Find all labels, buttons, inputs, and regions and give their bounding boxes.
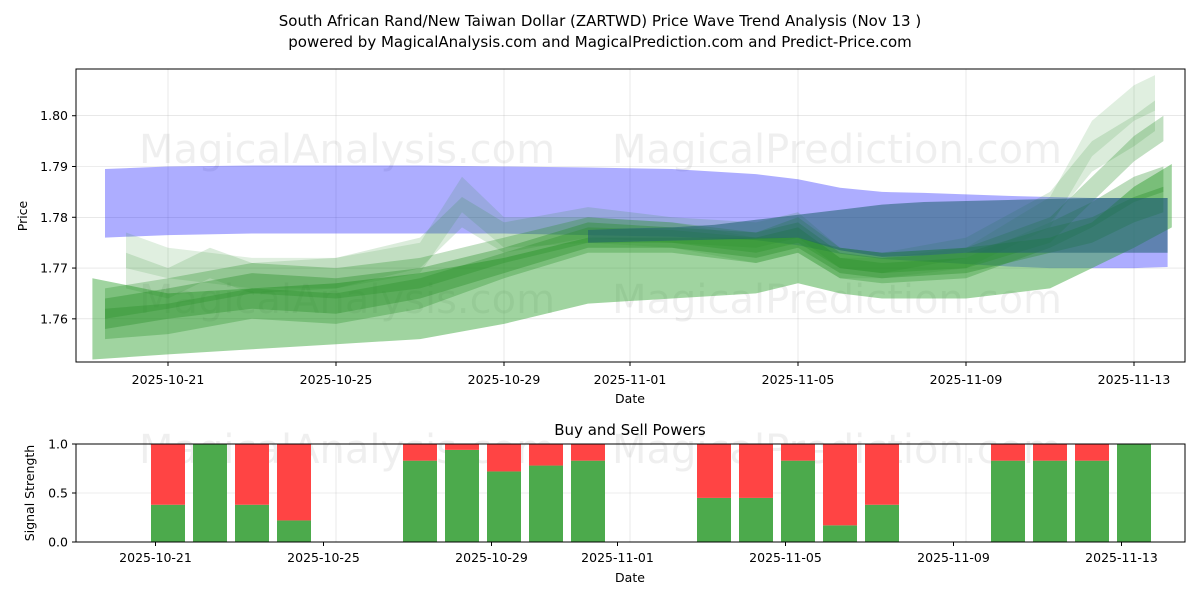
buy-bar	[403, 460, 437, 542]
x-tick-label: 2025-10-29	[468, 372, 541, 387]
sell-bar	[235, 444, 269, 505]
watermark-text: MagicalAnalysis.com	[139, 127, 555, 173]
x-tick-label: 2025-10-21	[119, 550, 192, 565]
sell-bar	[529, 444, 563, 466]
price-plot: MagicalAnalysis.com MagicalPrediction.co…	[15, 68, 1186, 406]
buy-bar	[823, 525, 857, 542]
green-wave-band	[105, 115, 1164, 319]
buy-bar	[445, 449, 479, 542]
y-tick-label: 1.79	[40, 159, 68, 174]
y-tick-label: 0.5	[48, 486, 68, 501]
green-wide-band	[92, 164, 1172, 360]
sell-bar	[781, 444, 815, 461]
buy-bar	[697, 497, 731, 542]
x-tick-label: 2025-11-09	[930, 372, 1003, 387]
x-tick-label: 2025-11-05	[762, 372, 835, 387]
sell-bar	[571, 444, 605, 461]
buy-bar	[1075, 460, 1109, 542]
watermark-text: MagicalPrediction.com	[612, 277, 1062, 323]
sell-bar	[1033, 444, 1067, 461]
sell-bar	[1075, 444, 1109, 461]
buy-bar	[529, 465, 563, 542]
x-tick-label: 2025-11-01	[581, 550, 654, 565]
sell-bar	[487, 444, 521, 472]
buy-bar	[235, 504, 269, 542]
y-tick-label: 1.78	[40, 210, 68, 225]
signal-bars	[151, 444, 1151, 542]
x-tick-label: 2025-11-09	[917, 550, 990, 565]
x-tick-label: 2025-10-25	[300, 372, 373, 387]
buy-bar	[991, 460, 1025, 542]
buy-bar	[739, 497, 773, 542]
x-tick-label: 2025-11-05	[749, 550, 822, 565]
y-tick-label: 0.0	[48, 535, 68, 550]
sell-bar	[991, 444, 1025, 461]
signal-x-axis-label: Date	[615, 570, 645, 585]
price-y-axis-label: Price	[15, 200, 30, 231]
buy-bar	[1117, 444, 1151, 542]
price-y-axis: 1.76 1.77 1.78 1.79 1.80	[40, 108, 76, 326]
x-tick-label: 2025-11-13	[1085, 550, 1158, 565]
buy-bar	[1033, 460, 1067, 542]
x-tick-label: 2025-10-21	[132, 372, 205, 387]
y-tick-label: 1.0	[48, 437, 68, 452]
price-x-axis: 2025-10-21 2025-10-25 2025-10-29 2025-11-01…	[132, 362, 1171, 387]
buy-bar	[781, 460, 815, 542]
signal-x-axis: 2025-10-21 2025-10-25 2025-10-29 2025-11-01…	[119, 542, 1158, 565]
green-wave-band	[105, 186, 1164, 329]
signal-plot: Buy and Sell Powers MagicalAnalysis.com …	[22, 421, 1186, 585]
x-tick-label: 2025-11-13	[1098, 372, 1171, 387]
buy-bar	[277, 520, 311, 542]
buy-bar	[487, 471, 521, 542]
watermark-text: MagicalAnalysis.com	[139, 277, 555, 323]
sell-bar	[865, 444, 899, 505]
buy-bar	[571, 460, 605, 542]
chart-title-line2: powered by MagicalAnalysis.com and Magic…	[288, 33, 912, 51]
y-tick-label: 1.76	[40, 311, 68, 326]
signal-plot-title: Buy and Sell Powers	[554, 421, 706, 439]
sell-bar	[823, 444, 857, 526]
x-tick-label: 2025-10-29	[455, 550, 528, 565]
x-tick-label: 2025-11-01	[594, 372, 667, 387]
sell-bar	[151, 444, 185, 505]
buy-bar	[193, 444, 227, 542]
overlap-band	[588, 198, 1168, 257]
sell-bar	[403, 444, 437, 461]
green-wave-band	[126, 100, 1155, 299]
y-tick-label: 1.80	[40, 108, 68, 123]
sell-bar	[445, 444, 479, 450]
green-wave-band	[126, 75, 1155, 289]
watermark-text: MagicalPrediction.com	[612, 127, 1062, 173]
price-bands	[92, 75, 1172, 360]
price-watermarks: MagicalAnalysis.com MagicalPrediction.co…	[139, 127, 1062, 323]
sell-bar	[739, 444, 773, 498]
buy-bar	[151, 504, 185, 542]
chart-title-line1: South African Rand/New Taiwan Dollar (ZA…	[279, 12, 921, 30]
buy-bar	[865, 504, 899, 542]
sell-bar	[277, 444, 311, 521]
y-tick-label: 1.77	[40, 261, 68, 276]
signal-y-axis: 0.0 0.5 1.0	[48, 437, 76, 550]
sell-bar	[697, 444, 731, 498]
green-wave-band	[105, 166, 1164, 340]
price-x-axis-label: Date	[615, 391, 645, 406]
x-tick-label: 2025-10-25	[287, 550, 360, 565]
signal-y-axis-label: Signal Strength	[22, 445, 37, 541]
